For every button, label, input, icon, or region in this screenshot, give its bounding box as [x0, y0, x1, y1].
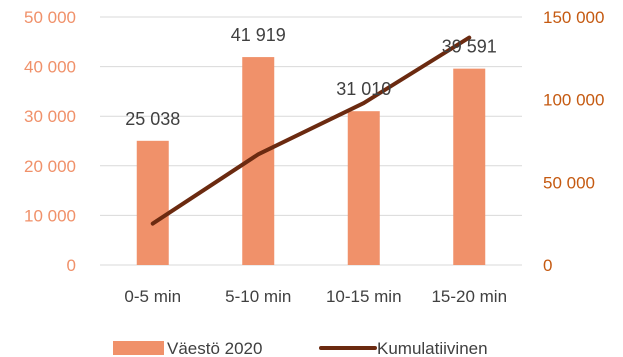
- y-axis-left: 0 10 000 20 000 30 000 40 000 50 000: [24, 8, 76, 275]
- x-tick-label: 15-20 min: [431, 287, 507, 306]
- y-right-tick-label: 100 000: [543, 91, 604, 110]
- line-series: [150, 35, 472, 226]
- legend-label-bar: Väestö 2020: [167, 339, 262, 357]
- data-label: 41 919: [231, 25, 286, 45]
- legend: Väestö 2020 Kumulatiivinen: [113, 339, 488, 357]
- data-label: 39 591: [442, 37, 497, 57]
- x-tick-label: 0-5 min: [124, 287, 181, 306]
- y-left-tick-label: 30 000: [24, 107, 76, 126]
- y-right-tick-label: 50 000: [543, 173, 595, 192]
- gridlines: [100, 16, 522, 266]
- line-kumulatiivinen: [150, 35, 472, 226]
- y-left-tick-label: 10 000: [24, 206, 76, 225]
- bar: [453, 68, 486, 266]
- y-right-tick-label: 0: [543, 256, 552, 275]
- y-right-tick-label: 150 000: [543, 8, 604, 27]
- bar: [136, 140, 169, 265]
- data-labels: 25 038 41 919 31 010 39 591: [125, 25, 497, 129]
- data-label: 25 038: [125, 109, 180, 129]
- x-tick-label: 10-15 min: [326, 287, 402, 306]
- y-left-tick-label: 0: [67, 256, 76, 275]
- x-tick-label: 5-10 min: [225, 287, 291, 306]
- y-left-tick-label: 20 000: [24, 157, 76, 176]
- y-left-tick-label: 40 000: [24, 58, 76, 77]
- bar-series: [136, 57, 486, 266]
- legend-swatch-bar: [113, 341, 164, 355]
- data-label: 31 010: [336, 79, 391, 99]
- legend-label-line: Kumulatiivinen: [377, 339, 488, 357]
- y-axis-right: 0 50 000 100 000 150 000: [543, 8, 604, 275]
- y-left-tick-label: 50 000: [24, 8, 76, 27]
- x-axis: 0-5 min 5-10 min 10-15 min 15-20 min: [124, 287, 507, 306]
- bar: [347, 111, 380, 265]
